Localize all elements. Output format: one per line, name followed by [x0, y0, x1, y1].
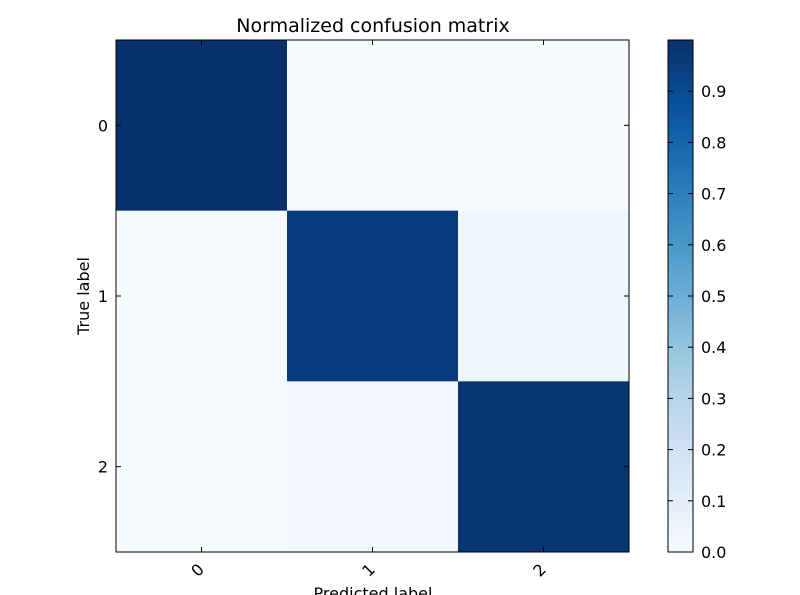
chart-title: Normalized confusion matrix [236, 15, 509, 37]
heatmap-cell-r1-c1 [287, 210, 459, 382]
heatmap-cell-r2-c0 [116, 381, 288, 553]
heatmap-cell-r1-c2 [458, 210, 630, 382]
heatmap-cell-r0-c0 [116, 40, 288, 212]
heatmap-cell-r2-c1 [287, 381, 459, 553]
colorbar-tick-label: 0.2 [701, 441, 726, 460]
heatmap-cell-r2-c2 [458, 381, 630, 553]
heatmap-cell-r0-c1 [287, 40, 459, 212]
x-tick-label: 2 [529, 560, 550, 581]
y-tick-label: 1 [98, 287, 108, 306]
colorbar-tick-label: 0.1 [701, 492, 726, 511]
colorbar-tick-label: 0.8 [701, 133, 726, 152]
colorbar-tick-label: 0.9 [701, 82, 726, 101]
colorbar-tick-label: 0.7 [701, 185, 726, 204]
colorbar-tick-label: 0.6 [701, 236, 726, 255]
colorbar-tick-label: 0.4 [701, 338, 726, 357]
x-tick-label: 1 [358, 560, 379, 581]
y-tick-label: 0 [98, 116, 108, 135]
y-axis-label: True label [74, 257, 93, 336]
y-tick-label: 2 [98, 458, 108, 477]
colorbar-ticks: 0.0 0.1 0.2 0.3 0.4 0.5 0.6 0.7 0.8 0.9 [668, 82, 726, 562]
colorbar-tick-label: 0.0 [701, 543, 726, 562]
x-axis-label: Predicted label [314, 584, 433, 595]
colorbar-tick-label: 0.5 [701, 287, 726, 306]
heatmap-cell-r1-c0 [116, 210, 288, 382]
heatmap-cell-r0-c2 [458, 40, 630, 212]
x-tick-label: 0 [187, 560, 208, 581]
y-axis-ticks: 0 1 2 [98, 116, 629, 477]
heatmap-cells [116, 40, 630, 553]
colorbar-tick-label: 0.3 [701, 389, 726, 408]
